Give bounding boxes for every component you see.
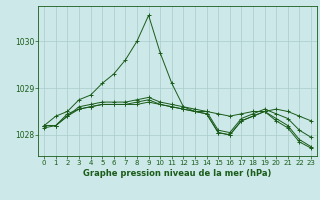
X-axis label: Graphe pression niveau de la mer (hPa): Graphe pression niveau de la mer (hPa) bbox=[84, 169, 272, 178]
